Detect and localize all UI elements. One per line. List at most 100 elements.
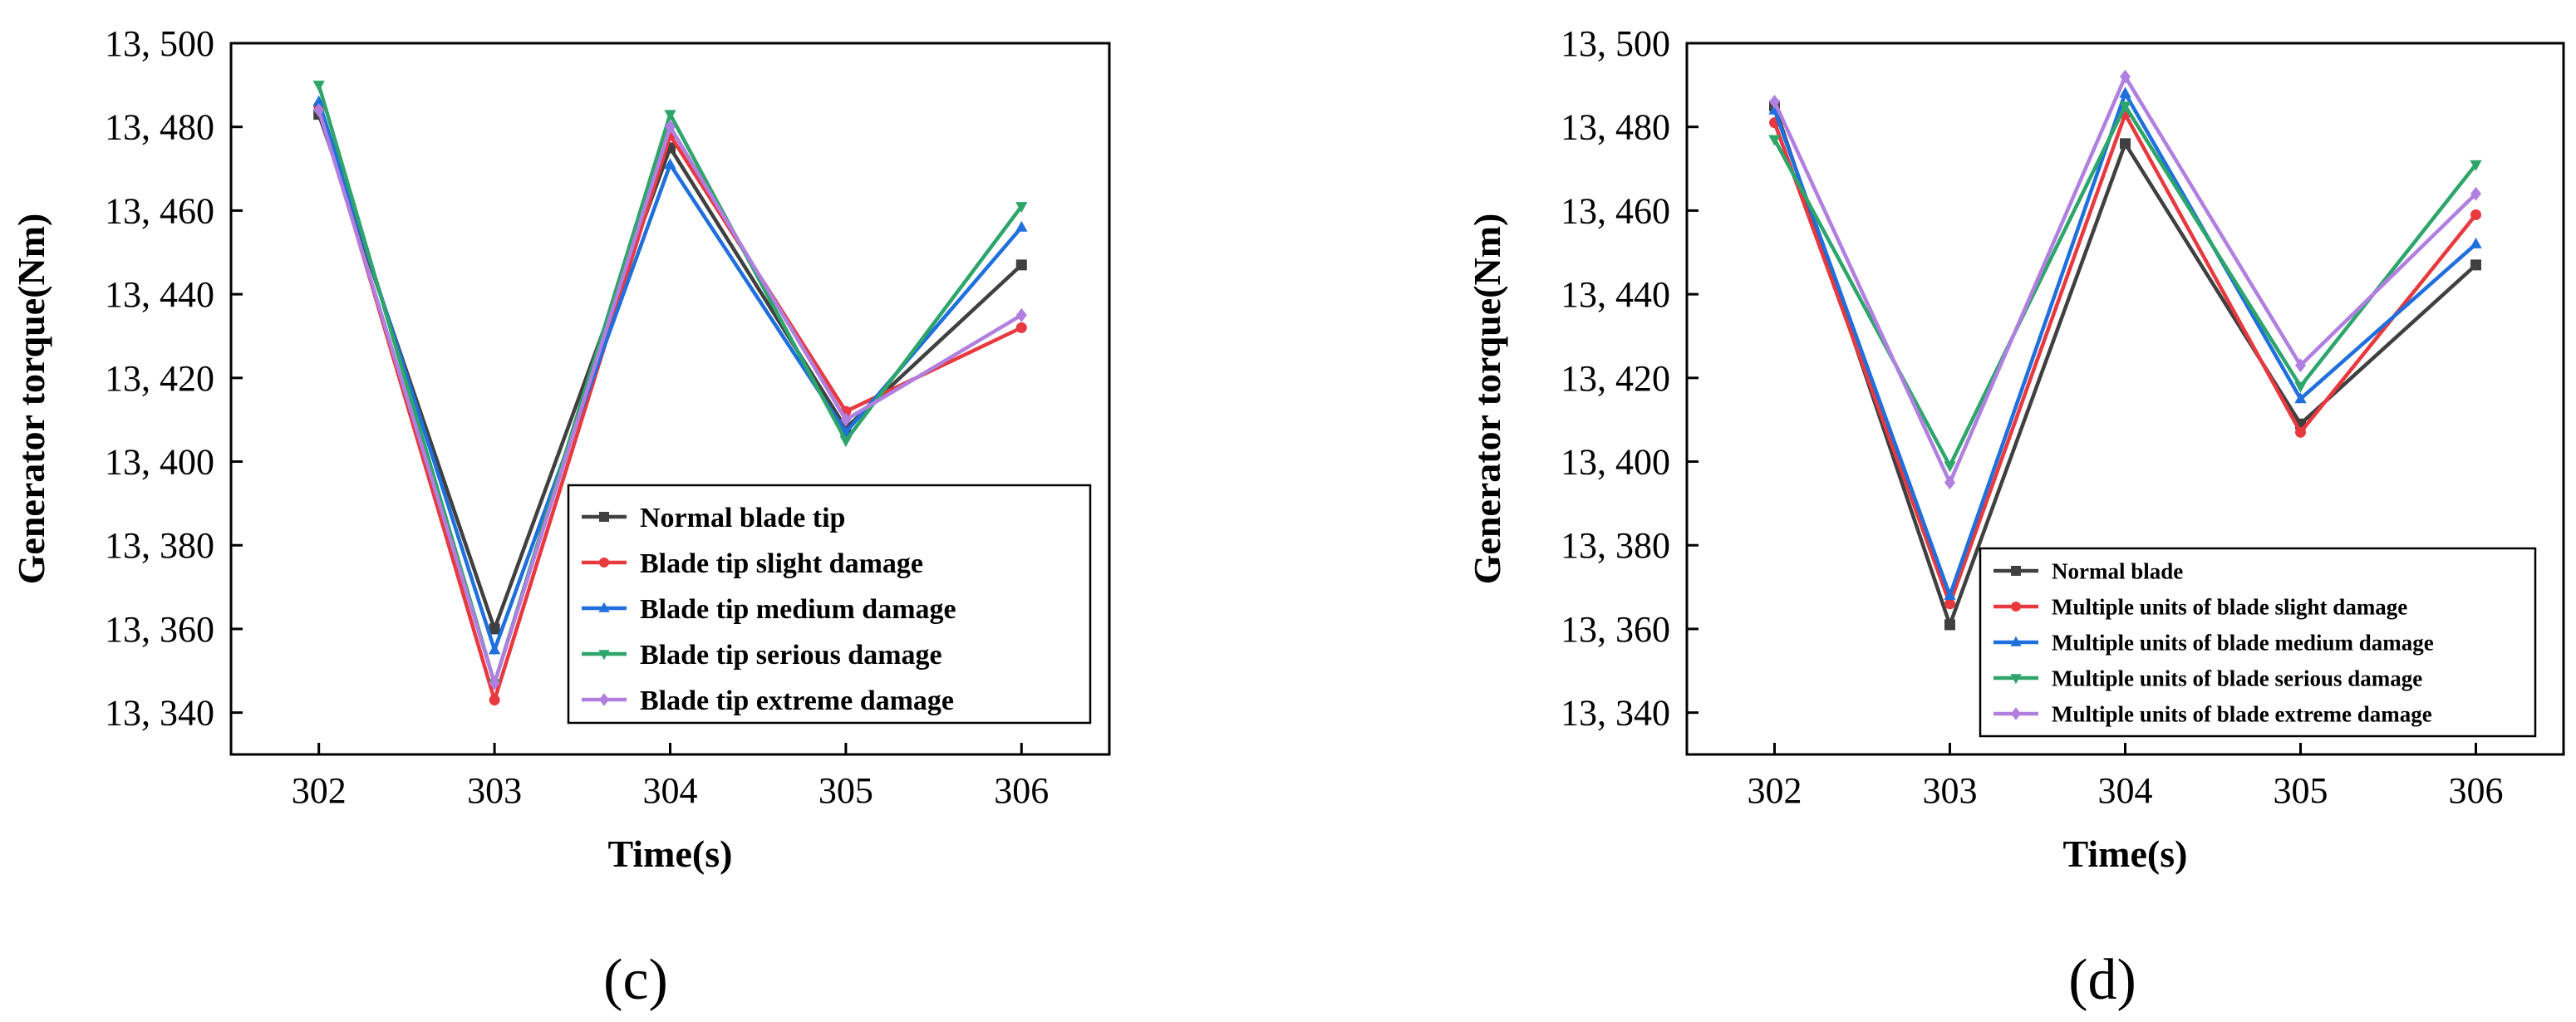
legend-label: Multiple units of blade medium damage [2052,630,2434,655]
legend-label: Multiple units of blade extreme damage [2052,701,2432,726]
data-point [312,81,325,92]
legend: Normal blade tip Blade tip slight damage B… [567,484,1092,725]
series-slight [1769,109,2481,610]
data-point [1944,475,1955,490]
legend-item: Normal blade tip [582,503,845,533]
legend-item: Normal blade [1993,558,2183,583]
legend-label: Blade tip serious damage [640,640,942,671]
data-point [1768,135,1781,146]
y-tick-label: 13, 500 [1561,23,1670,64]
y-tick-label: 13, 360 [1561,609,1670,650]
x-tick-label: 304 [643,770,698,811]
chart-panel-d: 13, 340 13, 360 13, 380 13, 400 13, 420 13, 4… [1466,23,2565,1012]
data-point [1944,461,1956,473]
legend-label: Multiple units of blade slight damage [2052,594,2407,619]
data-point [2294,392,2307,404]
data-point [2470,259,2481,271]
data-point [664,110,676,121]
y-tick-label: 13, 360 [105,609,214,650]
legend-marker [2011,707,2021,720]
y-tick-label: 13, 440 [1561,274,1670,315]
legend: Normal blade Multiple units of blade slig… [1979,547,2537,738]
legend-label: Multiple units of blade serious damage [2052,666,2422,690]
series-serious [1768,101,2482,473]
x-tick-label: 306 [994,770,1049,811]
data-point [1015,259,1027,271]
x-tick-label: 303 [467,770,522,811]
legend-item: Blade tip slight damage [582,548,923,579]
legend-marker [2010,674,2022,685]
panel-label: (d) [2068,948,2136,1012]
legend-marker [599,512,609,522]
legend-item: Blade tip medium damage [582,594,956,625]
data-point [839,436,853,448]
series-line [1772,105,2478,631]
x-tick-label: 304 [2098,770,2153,811]
data-point [840,412,852,427]
data-point [2470,186,2481,201]
x-tick-label: 302 [1748,770,1802,811]
y-tick-label: 13, 480 [1561,107,1670,148]
legend-label: Normal blade tip [640,503,845,533]
y-tick-label: 13, 440 [105,274,214,315]
data-point [664,158,676,170]
legend-item: Multiple units of blade serious damage [1993,666,2422,690]
legend-label: Normal blade [2052,558,2183,583]
series-extreme [1769,69,2481,490]
y-tick-label: 13, 340 [1561,693,1670,734]
x-tick-label: 303 [1923,770,1978,811]
legend-marker [2011,602,2021,612]
data-point [489,695,500,706]
data-point [1944,588,1956,600]
legend-marker [2010,636,2022,646]
data-point [489,623,500,635]
data-point [312,95,325,106]
chart-panel-c: 13, 340 13, 360 13, 380 13, 400 13, 420 13, 4… [10,23,1111,1012]
y-tick-label: 13, 340 [105,693,214,734]
data-point [1944,619,1955,631]
x-tick-label: 305 [819,770,873,811]
legend-item: Multiple units of blade extreme damage [1993,701,2432,726]
data-point [2119,101,2131,113]
data-point [2119,86,2131,98]
legend-marker [599,693,609,706]
legend-marker [2011,566,2021,576]
series-medium [1768,86,2482,602]
x-tick-label: 306 [2449,770,2504,811]
y-tick-label: 13, 460 [105,190,214,231]
y-tick-label: 13, 420 [105,358,214,399]
data-point [2294,381,2307,393]
data-point [488,643,501,655]
legend-box [1979,547,2537,738]
legend-label: Blade tip medium damage [640,594,956,625]
data-point [1769,95,1780,109]
data-point [2295,426,2306,438]
x-axis-label: Time(s) [608,833,733,875]
y-tick-label: 13, 500 [105,23,214,64]
panel-label: (c) [603,948,668,1012]
legend-label: Blade tip extreme damage [640,685,954,716]
data-point [2120,138,2131,150]
data-point [1015,307,1027,322]
y-tick-label: 13, 480 [105,107,214,148]
data-point [2470,209,2481,220]
x-tick-label: 305 [2274,770,2328,811]
legend-item: Blade tip extreme damage [582,685,954,716]
legend-box [567,484,1092,725]
data-point [1015,220,1028,232]
x-tick-label: 302 [292,770,347,811]
y-tick-label: 13, 400 [105,442,214,483]
x-axis-label: Time(s) [2063,833,2188,875]
data-point [665,120,676,135]
legend-label: Blade tip slight damage [640,548,923,579]
legend-item: Blade tip serious damage [582,640,942,671]
data-point [2295,358,2306,373]
y-tick-label: 13, 380 [105,525,214,566]
y-axis-label: Generator torque(Nm) [1466,214,1508,585]
data-point [2120,69,2131,84]
legend-marker [599,558,609,568]
legend-item: Multiple units of blade medium damage [1993,630,2434,655]
data-point [313,103,325,118]
data-point [1015,202,1028,214]
